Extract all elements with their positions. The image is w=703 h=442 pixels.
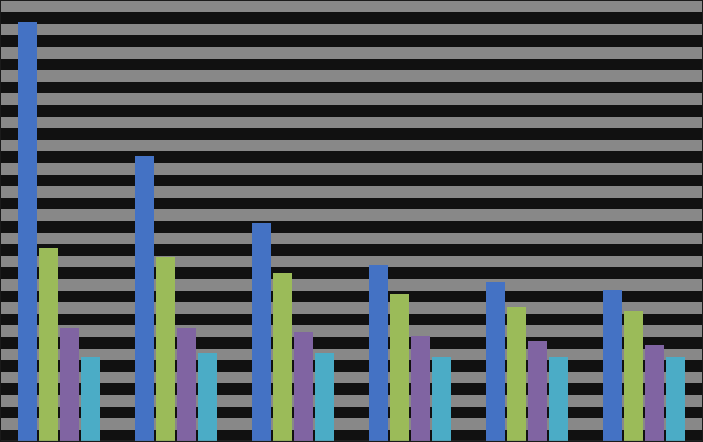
Bar [198, 353, 217, 441]
Bar [390, 294, 409, 441]
Bar [1, 105, 702, 117]
Bar [1, 186, 702, 198]
Bar [1, 117, 702, 128]
Bar [294, 332, 313, 441]
Bar [1, 198, 702, 210]
Bar [1, 1, 702, 12]
Bar [1, 70, 702, 82]
Bar [273, 274, 292, 441]
Bar [624, 311, 643, 441]
Bar [1, 93, 702, 105]
Bar [156, 257, 175, 441]
Bar [1, 372, 702, 383]
Bar [645, 345, 664, 441]
Bar [507, 307, 526, 441]
Bar [1, 128, 702, 140]
Bar [1, 360, 702, 372]
Bar [602, 290, 621, 441]
Bar [315, 353, 334, 441]
Bar [411, 336, 430, 441]
Bar [1, 337, 702, 349]
Bar [1, 59, 702, 70]
Bar [1, 395, 702, 407]
Bar [18, 22, 37, 441]
Bar [1, 24, 702, 35]
Bar [1, 12, 702, 24]
Bar [1, 267, 702, 279]
Bar [1, 383, 702, 395]
Bar [1, 163, 702, 175]
Bar [177, 328, 196, 441]
Bar [82, 358, 101, 441]
Bar [1, 35, 702, 47]
Bar [1, 210, 702, 221]
Bar [1, 279, 702, 290]
Bar [1, 232, 702, 244]
Bar [369, 265, 388, 441]
Bar [1, 349, 702, 360]
Bar [1, 140, 702, 152]
Bar [1, 314, 702, 325]
Bar [432, 358, 451, 441]
Bar [528, 341, 547, 441]
Bar [1, 221, 702, 232]
Bar [60, 328, 79, 441]
Bar [1, 418, 702, 430]
Bar [666, 358, 685, 441]
Bar [1, 82, 702, 93]
Bar [1, 47, 702, 59]
Bar [39, 248, 58, 441]
Bar [135, 156, 154, 441]
Bar [1, 175, 702, 186]
Bar [1, 407, 702, 418]
Bar [252, 223, 271, 441]
Bar [549, 358, 568, 441]
Bar [1, 244, 702, 256]
Bar [1, 302, 702, 314]
Bar [486, 282, 505, 441]
Bar [1, 152, 702, 163]
Bar [1, 290, 702, 302]
Bar [1, 256, 702, 267]
Bar [1, 325, 702, 337]
Bar [1, 430, 702, 441]
